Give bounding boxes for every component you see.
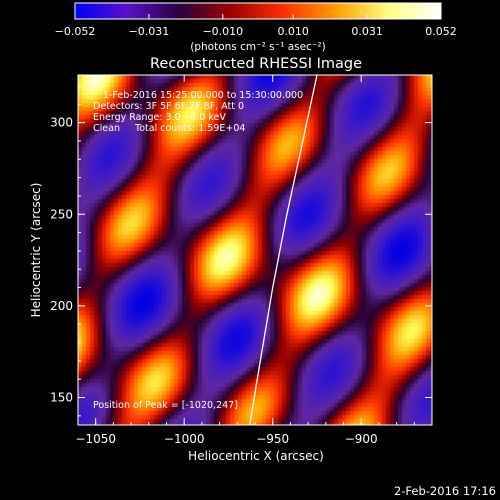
y-tick-label: 300 [50, 116, 73, 130]
colorbar-tick-label: −0.031 [129, 25, 170, 38]
x-tick-label: −950 [256, 432, 289, 446]
y-axis-label: Heliocentric Y (arcsec) [29, 183, 43, 318]
solar-limb-line [249, 74, 318, 426]
x-tick-label: −1050 [75, 432, 116, 446]
footer-date: 2-Feb-2016 17:16 [394, 484, 496, 498]
colorbar-tick-label: −0.010 [202, 25, 243, 38]
y-axis: 150 200 250 300 [50, 85, 432, 417]
x-tick-label: −1000 [164, 432, 205, 446]
chart-title: Reconstructed RHESSI Image [150, 56, 362, 72]
x-axis-label: Heliocentric X (arcsec) [188, 449, 324, 463]
colorbar-label: (photons cm⁻² s⁻¹ asec⁻²) [190, 41, 325, 53]
colorbar-tick-label: 0.010 [277, 25, 309, 38]
colorbar [74, 2, 442, 20]
annotation-energy-range: Energy Range: 3.0 - 6.0 keV [93, 112, 226, 123]
x-axis: −1050 −1000 −950 −900 [75, 75, 433, 446]
x-tick-label: −900 [345, 432, 378, 446]
colorbar-tick-label: −0.052 [55, 25, 96, 38]
y-tick-label: 250 [50, 207, 73, 221]
annotation-detectors: Detectors: 3F 5F 6F 7F 8F, Att 0 [93, 101, 244, 112]
colorbar-tick-label: 0.052 [425, 25, 457, 38]
peak-position-label: Position of Peak = [-1020,247] [93, 400, 238, 411]
colorbar-ticks: −0.052 −0.031 −0.010 0.010 0.031 0.052 [55, 14, 457, 38]
colorbar-tick-label: 0.031 [351, 25, 383, 38]
annotation-block: 1-Feb-2016 15:25:00.000 to 15:30:00.000 … [93, 90, 303, 134]
annotation-time-range: 1-Feb-2016 15:25:00.000 to 15:30:00.000 [103, 90, 303, 101]
y-tick-label: 200 [50, 299, 73, 313]
annotation-clean-counts: Clean Total counts: 1.59E+04 [93, 123, 245, 134]
heatmap-image [78, 75, 432, 425]
y-tick-label: 150 [50, 391, 73, 405]
